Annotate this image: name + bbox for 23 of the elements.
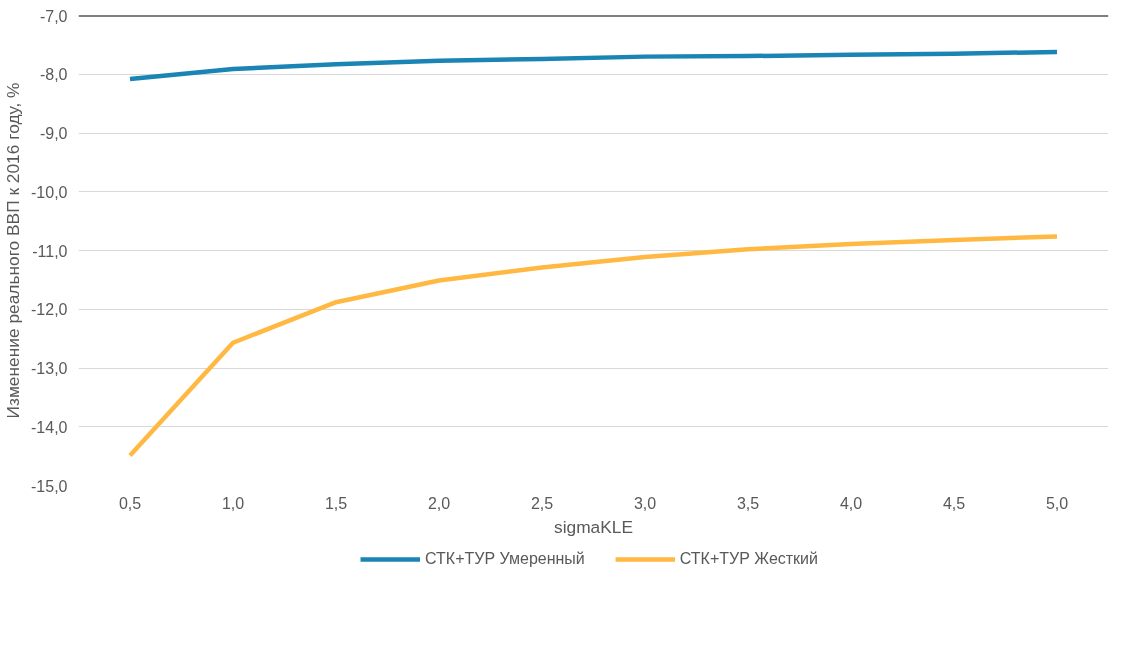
y-tick-label: -14,0 bbox=[31, 418, 68, 436]
legend-label: СТК+ТУР Жесткий bbox=[679, 550, 818, 568]
x-tick-label: 1,5 bbox=[324, 494, 348, 512]
y-tick-label: -10,0 bbox=[31, 183, 68, 201]
x-tick-label: 4,5 bbox=[942, 494, 966, 512]
legend-label: СТК+ТУР Умеренный bbox=[425, 550, 585, 568]
x-tick-label: 4,0 bbox=[839, 494, 863, 512]
x-tick-label: 5,0 bbox=[1045, 494, 1069, 512]
y-tick-label: -8,0 bbox=[39, 66, 68, 84]
y-tick-label: -11,0 bbox=[32, 242, 68, 260]
y-tick-label: -12,0 bbox=[31, 301, 68, 319]
y-tick-label: -9,0 bbox=[39, 125, 68, 142]
x-tick-label: 2,5 bbox=[530, 494, 554, 512]
x-tick-label: 1,0 bbox=[221, 494, 245, 512]
y-tick-label: -13,0 bbox=[31, 360, 68, 377]
x-tick-label: 2,0 bbox=[427, 494, 451, 512]
x-tick-label: 3,0 bbox=[633, 494, 657, 512]
x-tick-label: 3,5 bbox=[736, 494, 760, 512]
y-tick-label: -7,0 bbox=[39, 7, 68, 25]
y-tick-label: -15,0 bbox=[31, 477, 68, 495]
x-tick-label: 0,5 bbox=[118, 494, 142, 512]
x-axis-title: sigmaKLE bbox=[554, 516, 633, 537]
y-axis-title: Изменение реального ВВП к 2016 году, % bbox=[3, 82, 24, 419]
